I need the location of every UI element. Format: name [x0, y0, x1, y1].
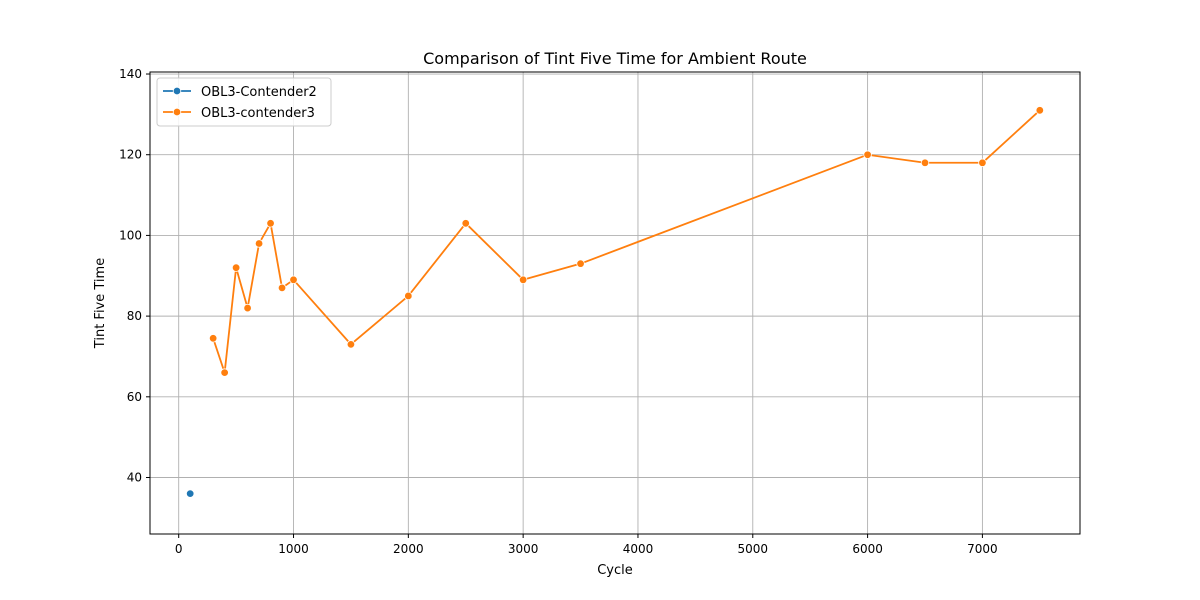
x-tick-label: 3000 — [508, 542, 539, 556]
y-tick-label: 100 — [119, 228, 142, 242]
data-point — [863, 150, 872, 159]
x-tick-label: 4000 — [623, 542, 654, 556]
legend-marker — [172, 86, 182, 96]
y-tick-label: 80 — [127, 309, 142, 323]
x-tick-label: 1000 — [278, 542, 309, 556]
data-point — [978, 158, 987, 167]
x-axis-label: Cycle — [597, 563, 633, 578]
data-point — [254, 239, 264, 248]
y-tick-label: 40 — [127, 471, 142, 485]
data-point — [518, 275, 528, 284]
y-tick-label: 60 — [127, 390, 142, 404]
y-tick-label: 140 — [119, 67, 142, 81]
y-tick-label: 120 — [119, 148, 142, 162]
x-tick-label: 2000 — [393, 542, 424, 556]
data-point — [404, 291, 413, 301]
legend-box — [156, 77, 332, 127]
x-tick-label: 7000 — [967, 542, 998, 556]
data-point — [289, 275, 298, 284]
data-point — [243, 303, 252, 313]
x-axis-ticks: 0 1000 2000 3000 4000 5000 6000 7000 — [175, 534, 998, 556]
legend: OBL3-Contender2 OBL3-contender3 — [156, 77, 332, 127]
legend-label: OBL3-Contender2 — [201, 85, 317, 100]
data-point — [576, 259, 585, 268]
plot-frame — [149, 71, 1081, 535]
legend-marker — [172, 107, 182, 117]
data-point — [208, 334, 218, 343]
y-axis-ticks: 40 60 80 100 120 140 — [119, 67, 150, 485]
series-layer — [185, 106, 1045, 498]
data-point — [220, 368, 229, 377]
data-point — [266, 219, 275, 228]
data-point — [1035, 106, 1045, 115]
series-2 — [208, 106, 1045, 377]
data-point — [346, 340, 356, 349]
x-tick-label: 6000 — [852, 542, 883, 556]
series-1 — [185, 489, 195, 498]
data-point — [920, 158, 930, 167]
y-axis-label: Tint Five Time — [93, 258, 108, 349]
x-tick-label: 0 — [175, 542, 183, 556]
data-point — [231, 263, 241, 272]
x-tick-label: 5000 — [738, 542, 769, 556]
legend-label: OBL3-contender3 — [201, 106, 315, 121]
chart-title: Comparison of Tint Five Time for Ambient… — [423, 49, 807, 68]
data-point — [277, 283, 287, 293]
grid — [150, 72, 1080, 534]
data-point — [461, 219, 470, 228]
data-point — [185, 489, 195, 498]
